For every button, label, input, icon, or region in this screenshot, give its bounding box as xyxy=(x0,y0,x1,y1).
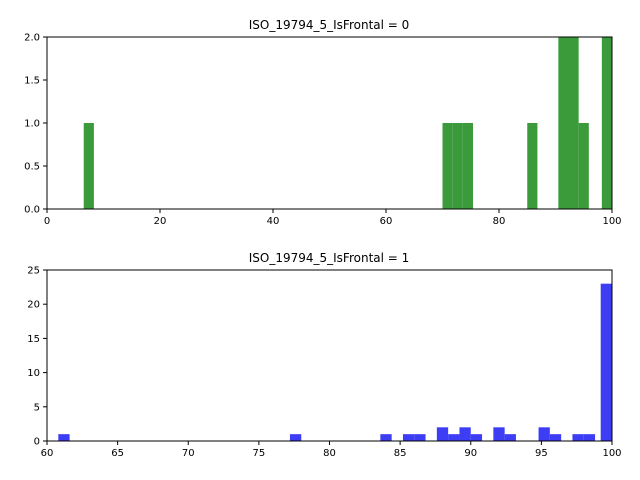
x-tick-label: 70 xyxy=(182,448,195,459)
y-tick-label: 0 xyxy=(34,437,40,448)
bar-group xyxy=(58,283,612,441)
x-tick-label: 20 xyxy=(154,216,167,227)
x-tick-label: 75 xyxy=(253,448,266,459)
y-tick-label: 25 xyxy=(27,266,40,277)
histogram-bar xyxy=(448,434,460,441)
y-tick-label: 0.5 xyxy=(24,162,40,173)
y-tick-label: 15 xyxy=(27,334,40,345)
histogram-bar xyxy=(572,434,584,441)
x-tick-label: 80 xyxy=(323,448,336,459)
bar-group xyxy=(83,37,612,209)
histogram-bar xyxy=(470,434,483,441)
x-tick-label: 60 xyxy=(380,216,393,227)
y-tick-label: 0.0 xyxy=(24,205,40,216)
histogram-bar xyxy=(452,123,463,209)
histogram-bar xyxy=(289,434,302,441)
histogram-bar xyxy=(583,434,596,441)
x-tick-label: 80 xyxy=(493,216,506,227)
histogram-bar xyxy=(558,37,569,209)
chart-title: ISO_19794_5_IsFrontal = 1 xyxy=(249,251,410,265)
histogram-bar xyxy=(459,427,471,441)
plot-frame xyxy=(46,269,613,442)
x-tick-label: 90 xyxy=(464,448,477,459)
x-tick-label: 85 xyxy=(394,448,407,459)
histogram-bar xyxy=(549,434,562,441)
y-tick-label: 1.0 xyxy=(24,119,40,130)
y-tick-label: 10 xyxy=(27,368,40,379)
x-tick-label: 100 xyxy=(602,216,621,227)
histogram-bar xyxy=(83,123,94,209)
histogram-bar xyxy=(442,123,453,209)
x-tick-label: 95 xyxy=(535,448,548,459)
chart-title: ISO_19794_5_IsFrontal = 0 xyxy=(249,18,410,32)
y-tick-label: 20 xyxy=(27,300,40,311)
histogram-bar xyxy=(436,427,449,441)
x-tick-label: 65 xyxy=(111,448,124,459)
histogram-bar xyxy=(601,37,612,209)
x-tick-label: 60 xyxy=(41,448,54,459)
histogram-bar xyxy=(568,37,579,209)
histogram-bar xyxy=(380,434,392,441)
histogram-bar xyxy=(414,434,426,441)
axes: 0 20 40 60 80 100 0.0 0.5 1.0 1.5 2.0 xyxy=(24,33,621,228)
histogram-bar xyxy=(600,283,612,441)
histogram-bar xyxy=(402,434,415,441)
y-tick-label: 5 xyxy=(34,402,40,413)
histogram-bar xyxy=(527,123,538,209)
x-tick-label: 40 xyxy=(267,216,280,227)
histogram-bar xyxy=(462,123,474,209)
axes: 60 65 70 75 80 85 90 95 100 0 5 10 15 20 25 xyxy=(27,266,621,460)
x-tick-label: 0 xyxy=(44,216,50,227)
histogram-bar xyxy=(578,123,589,209)
histogram-panel-frontal-0: ISO_19794_5_IsFrontal = 0 0 20 40 60 80 100 0.… xyxy=(24,18,621,227)
histogram-bar xyxy=(58,434,70,441)
histogram-panel-frontal-1: ISO_19794_5_IsFrontal = 1 60 65 70 75 80 85 90… xyxy=(27,251,621,459)
x-tick-label: 100 xyxy=(602,448,621,459)
y-tick-label: 2.0 xyxy=(24,33,40,44)
histogram-bar xyxy=(538,427,550,441)
histogram-bar xyxy=(493,427,505,441)
y-tick-label: 1.5 xyxy=(24,76,40,87)
histogram-bar xyxy=(504,434,516,441)
